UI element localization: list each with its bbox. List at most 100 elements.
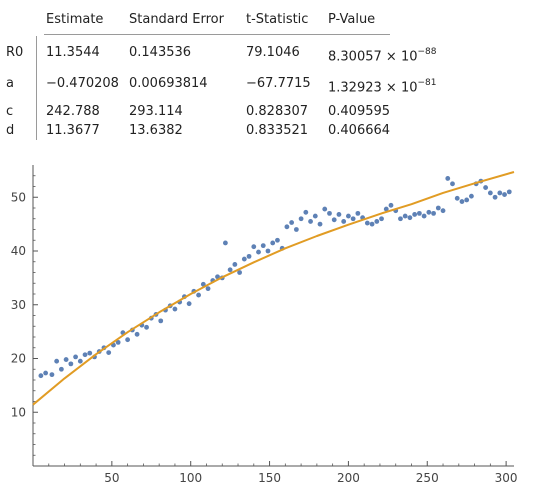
axes: 50 100 150 200 250 300 10 20 30 40 50 bbox=[11, 165, 518, 485]
data-point bbox=[346, 213, 351, 219]
data-point bbox=[440, 208, 446, 214]
x-tick-label: 100 bbox=[179, 471, 202, 485]
parameter-table: Estimate Standard Error t-Statistic P-Va… bbox=[0, 0, 540, 150]
data-point bbox=[487, 190, 493, 196]
estimate-r0: 11.3544 bbox=[46, 45, 100, 60]
data-point bbox=[416, 210, 422, 216]
data-point bbox=[407, 215, 413, 221]
data-point bbox=[412, 212, 418, 217]
data-point bbox=[134, 331, 140, 337]
p-value-c: 0.409595 bbox=[328, 104, 391, 119]
data-point bbox=[322, 206, 328, 212]
data-point bbox=[379, 216, 384, 222]
data-point bbox=[241, 256, 247, 262]
t-stat-r0: 79.1046 bbox=[246, 45, 300, 60]
data-point bbox=[186, 301, 192, 307]
p-value-d: 0.406664 bbox=[328, 123, 391, 138]
data-point bbox=[454, 195, 460, 201]
x-tick-label: 150 bbox=[258, 471, 281, 485]
y-tick-label: 50 bbox=[11, 190, 26, 204]
data-point bbox=[497, 190, 503, 196]
data-point bbox=[350, 216, 356, 222]
t-stat-a: −67.7715 bbox=[246, 76, 311, 91]
t-stat-d: 0.833521 bbox=[246, 123, 309, 138]
data-point bbox=[270, 240, 276, 246]
data-point bbox=[144, 324, 149, 330]
data-point bbox=[38, 373, 44, 379]
data-point bbox=[421, 213, 427, 219]
data-point bbox=[43, 370, 49, 376]
data-point bbox=[506, 189, 512, 195]
data-point bbox=[502, 192, 507, 197]
data-point bbox=[265, 248, 271, 254]
data-point bbox=[331, 217, 337, 223]
y-tick-label: 10 bbox=[11, 405, 26, 419]
data-point bbox=[58, 366, 64, 372]
p-exponent-a: −81 bbox=[417, 78, 437, 88]
data-point bbox=[426, 209, 432, 215]
x-tick-label: 300 bbox=[495, 471, 518, 485]
data-point bbox=[275, 237, 280, 243]
data-point bbox=[260, 243, 266, 249]
x-tick-label: 200 bbox=[337, 471, 360, 485]
data-point bbox=[237, 270, 242, 275]
row-label-a: a bbox=[6, 76, 14, 91]
data-point bbox=[483, 185, 489, 190]
data-point bbox=[317, 221, 323, 227]
table-divider-horizontal bbox=[44, 34, 390, 35]
data-point bbox=[106, 350, 112, 355]
data-point bbox=[402, 213, 408, 219]
header-t-statistic: t-Statistic bbox=[246, 12, 309, 27]
fit-curve-layer bbox=[32, 171, 515, 406]
data-point bbox=[464, 197, 470, 203]
data-points bbox=[38, 176, 512, 379]
data-point bbox=[256, 249, 261, 255]
data-point bbox=[336, 212, 342, 217]
data-point bbox=[298, 216, 304, 222]
data-point bbox=[450, 181, 455, 187]
data-point bbox=[469, 193, 474, 199]
y-tick-label: 40 bbox=[11, 244, 26, 258]
header-estimate: Estimate bbox=[46, 12, 104, 27]
std-error-r0: 0.143536 bbox=[129, 45, 192, 60]
data-point bbox=[308, 219, 313, 224]
data-point bbox=[205, 286, 211, 292]
data-point bbox=[445, 176, 451, 181]
data-point bbox=[289, 220, 295, 225]
data-point bbox=[215, 274, 220, 280]
data-point bbox=[492, 194, 498, 200]
std-error-d: 13.6382 bbox=[129, 123, 183, 138]
header-standard-error: Standard Error bbox=[129, 12, 224, 27]
row-label-d: d bbox=[6, 123, 15, 138]
data-point bbox=[68, 361, 74, 367]
estimate-a: −0.470208 bbox=[46, 76, 119, 91]
data-point bbox=[383, 206, 389, 212]
data-point bbox=[172, 306, 178, 312]
data-point bbox=[200, 281, 206, 287]
data-point bbox=[49, 372, 55, 378]
fit-curve bbox=[32, 171, 515, 406]
row-label-c: c bbox=[6, 104, 14, 119]
data-point bbox=[364, 220, 370, 226]
data-point bbox=[223, 240, 228, 246]
data-point bbox=[293, 227, 299, 232]
p-value-a: 1.32923 × 10−81 bbox=[328, 76, 437, 96]
p-base-a: 10 bbox=[400, 80, 418, 96]
std-error-a: 0.00693814 bbox=[129, 76, 208, 91]
p-value-r0: 8.30057 × 10−88 bbox=[328, 45, 437, 65]
data-point bbox=[327, 210, 332, 216]
data-point bbox=[303, 209, 309, 215]
data-point bbox=[388, 202, 394, 208]
data-point bbox=[374, 219, 380, 224]
p-base-r0: 10 bbox=[400, 49, 418, 65]
data-point bbox=[246, 253, 252, 259]
data-point bbox=[227, 267, 233, 273]
data-point bbox=[77, 358, 83, 364]
row-label-r0: R0 bbox=[6, 45, 24, 60]
estimate-c: 242.788 bbox=[46, 104, 100, 119]
data-point bbox=[369, 221, 375, 227]
p-times-r0: × bbox=[385, 49, 397, 65]
data-point bbox=[232, 262, 238, 267]
data-point bbox=[158, 318, 164, 324]
data-point bbox=[82, 352, 88, 358]
